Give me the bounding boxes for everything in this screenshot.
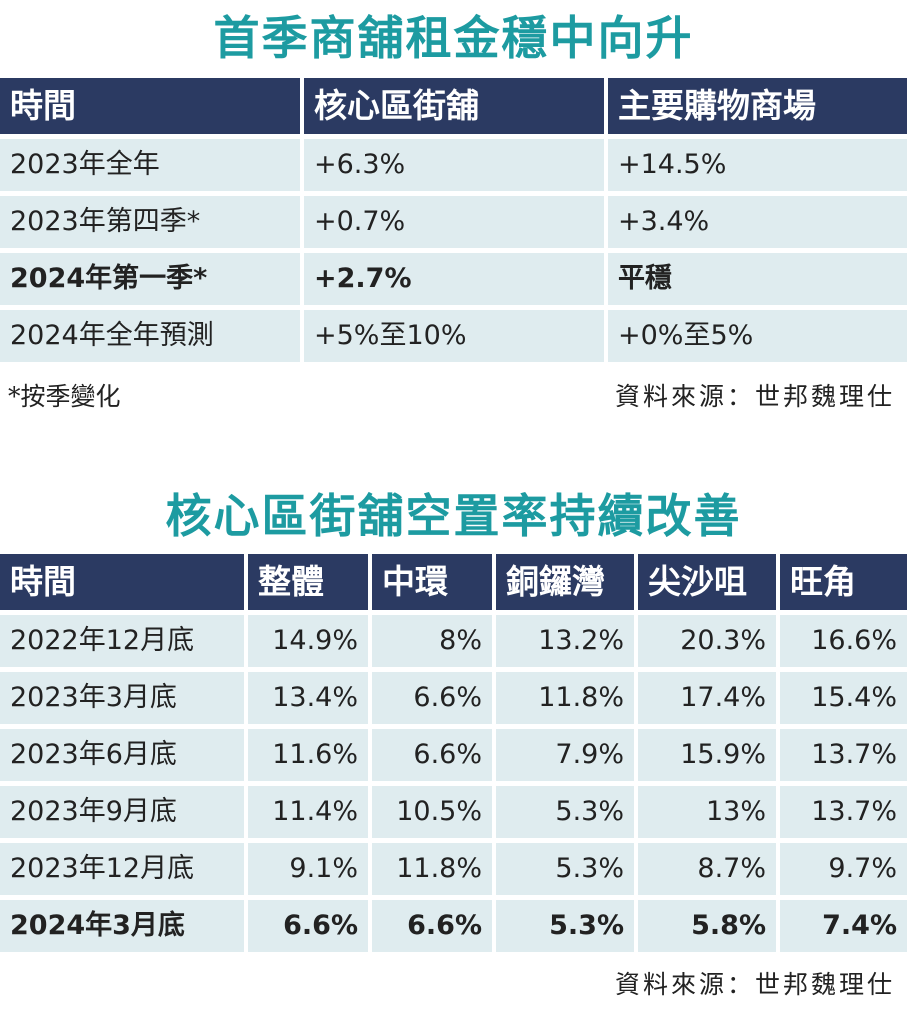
cell-overall: 11.4%: [248, 786, 372, 843]
vacancy-rate-table: 時間 整體 中環 銅鑼灣 尖沙咀 旺角 2022年12月底 14.9% 8% 1…: [0, 554, 907, 957]
cell-overall: 6.6%: [248, 900, 372, 957]
cell-overall: 9.1%: [248, 843, 372, 900]
cell-core-street-shops: +0.7%: [304, 196, 608, 253]
cell-mong-kok: 9.7%: [780, 843, 907, 900]
header-period: 時間: [0, 554, 248, 615]
footnote-quarterly-change: *按季變化: [8, 382, 121, 411]
cell-period: 2024年3月底: [0, 900, 248, 957]
cell-period: 2023年全年: [0, 139, 304, 196]
cell-mong-kok: 16.6%: [780, 615, 907, 672]
cell-overall: 14.9%: [248, 615, 372, 672]
cell-central: 6.6%: [372, 672, 496, 729]
cell-period: 2023年第四季*: [0, 196, 304, 253]
header-period: 時間: [0, 78, 304, 139]
cell-central: 6.6%: [372, 729, 496, 786]
table-row: 2023年全年 +6.3% +14.5%: [0, 139, 907, 196]
cell-period: 2022年12月底: [0, 615, 248, 672]
cell-causeway-bay: 13.2%: [496, 615, 638, 672]
table-row: 2023年12月底 9.1% 11.8% 5.3% 8.7% 9.7%: [0, 843, 907, 900]
table-row: 2024年全年預測 +5%至10% +0%至5%: [0, 310, 907, 367]
table-row-highlight: 2024年第一季* +2.7% 平穩: [0, 253, 907, 310]
rent-change-table: 時間 核心區街舖 主要購物商場 2023年全年 +6.3% +14.5% 202…: [0, 78, 907, 367]
cell-causeway-bay: 5.3%: [496, 786, 638, 843]
header-causeway-bay: 銅鑼灣: [496, 554, 638, 615]
cell-overall: 11.6%: [248, 729, 372, 786]
header-major-malls: 主要購物商場: [608, 78, 907, 139]
cell-causeway-bay: 5.3%: [496, 900, 638, 957]
table-row: 2023年3月底 13.4% 6.6% 11.8% 17.4% 15.4%: [0, 672, 907, 729]
header-core-street-shops: 核心區街舖: [304, 78, 608, 139]
cell-mong-kok: 13.7%: [780, 729, 907, 786]
cell-tsim-sha-tsui: 5.8%: [638, 900, 780, 957]
table-header-row: 時間 整體 中環 銅鑼灣 尖沙咀 旺角: [0, 554, 907, 615]
vacancy-table-title: 核心區街舖空置率持續改善: [165, 489, 742, 543]
cell-causeway-bay: 11.8%: [496, 672, 638, 729]
cell-tsim-sha-tsui: 20.3%: [638, 615, 780, 672]
cell-major-malls: +0%至5%: [608, 310, 907, 367]
table-header-row: 時間 核心區街舖 主要購物商場: [0, 78, 907, 139]
cell-mong-kok: 15.4%: [780, 672, 907, 729]
cell-period: 2023年3月底: [0, 672, 248, 729]
cell-mong-kok: 13.7%: [780, 786, 907, 843]
table-row: 2023年9月底 11.4% 10.5% 5.3% 13% 13.7%: [0, 786, 907, 843]
table-row-highlight: 2024年3月底 6.6% 6.6% 5.3% 5.8% 7.4%: [0, 900, 907, 957]
cell-period: 2023年9月底: [0, 786, 248, 843]
cell-central: 10.5%: [372, 786, 496, 843]
cell-core-street-shops: +5%至10%: [304, 310, 608, 367]
rent-table-title: 首季商舖租金穩中向升: [213, 11, 694, 65]
cell-core-street-shops: +6.3%: [304, 139, 608, 196]
cell-tsim-sha-tsui: 13%: [638, 786, 780, 843]
cell-mong-kok: 7.4%: [780, 900, 907, 957]
source-note: 資料來源：世邦魏理仕: [614, 382, 895, 411]
cell-period: 2024年第一季*: [0, 253, 304, 310]
cell-causeway-bay: 7.9%: [496, 729, 638, 786]
cell-central: 8%: [372, 615, 496, 672]
table-row: 2022年12月底 14.9% 8% 13.2% 20.3% 16.6%: [0, 615, 907, 672]
table-row: 2023年第四季* +0.7% +3.4%: [0, 196, 907, 253]
cell-tsim-sha-tsui: 17.4%: [638, 672, 780, 729]
cell-overall: 13.4%: [248, 672, 372, 729]
cell-major-malls: 平穩: [608, 253, 907, 310]
source-note: 資料來源：世邦魏理仕: [614, 970, 895, 999]
cell-central: 6.6%: [372, 900, 496, 957]
cell-causeway-bay: 5.3%: [496, 843, 638, 900]
cell-major-malls: +3.4%: [608, 196, 907, 253]
cell-period: 2023年6月底: [0, 729, 248, 786]
cell-central: 11.8%: [372, 843, 496, 900]
header-central: 中環: [372, 554, 496, 615]
cell-period: 2023年12月底: [0, 843, 248, 900]
cell-major-malls: +14.5%: [608, 139, 907, 196]
header-tsim-sha-tsui: 尖沙咀: [638, 554, 780, 615]
cell-core-street-shops: +2.7%: [304, 253, 608, 310]
table-row: 2023年6月底 11.6% 6.6% 7.9% 15.9% 13.7%: [0, 729, 907, 786]
cell-period: 2024年全年預測: [0, 310, 304, 367]
cell-tsim-sha-tsui: 15.9%: [638, 729, 780, 786]
header-overall: 整體: [248, 554, 372, 615]
cell-tsim-sha-tsui: 8.7%: [638, 843, 780, 900]
header-mong-kok: 旺角: [780, 554, 907, 615]
